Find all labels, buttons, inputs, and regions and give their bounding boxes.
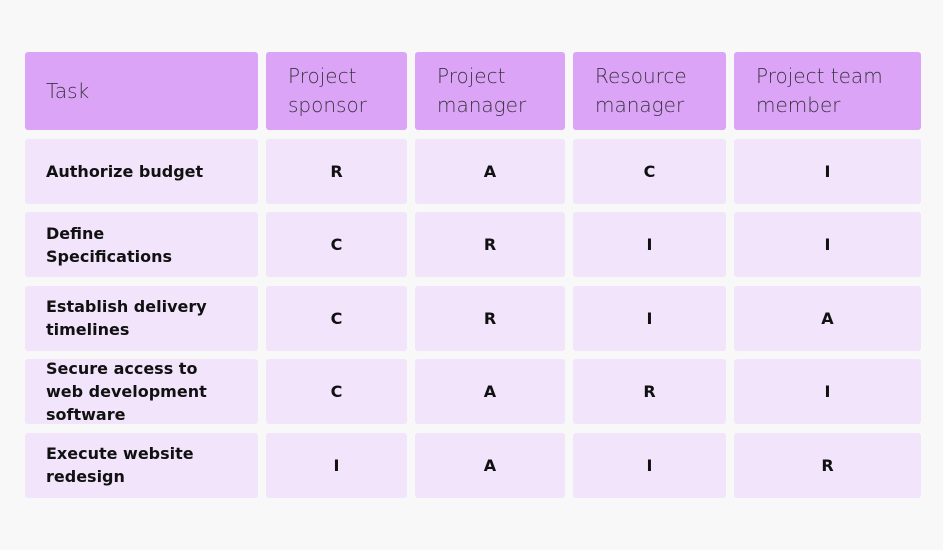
role-cell: R [266, 138, 407, 204]
role-cell: A [734, 285, 921, 351]
raci-table: Task Project sponsor Project manager Resour… [25, 52, 921, 498]
task-cell-text: Execute website redesign [46, 444, 194, 486]
role-cell-text: A [483, 455, 497, 475]
role-cell: R [415, 285, 565, 351]
role-cell-text: R [483, 235, 497, 254]
role-cell: A [415, 359, 565, 424]
task-cell: Execute website redesign [25, 432, 258, 498]
header-cell: Project sponsor [266, 52, 407, 130]
role-cell: I [734, 359, 921, 424]
header-cell-text: Resource manager [595, 64, 687, 117]
task-cell: Authorize budget [25, 138, 258, 204]
header-cell-text: Project sponsor [288, 64, 367, 117]
role-cell-text: R [483, 308, 497, 328]
role-cell: R [573, 359, 726, 424]
header-cell-text: Task [46, 78, 90, 103]
role-cell-text: C [330, 308, 343, 328]
task-cell-text: Secure access to web development softwar… [46, 359, 207, 424]
header-cell: Resource manager [573, 52, 726, 130]
role-cell: R [734, 432, 921, 498]
role-cell-text: I [824, 161, 831, 181]
role-cell-text: I [646, 455, 653, 475]
role-cell-text: A [483, 161, 497, 181]
role-cell: C [573, 138, 726, 204]
role-cell-text: I [333, 455, 340, 475]
role-cell-text: I [646, 308, 653, 328]
role-cell-text: C [330, 235, 343, 254]
role-cell: I [734, 212, 921, 277]
role-cell-text: I [824, 382, 831, 401]
role-cell: I [266, 432, 407, 498]
task-cell: Define Specifications [25, 212, 258, 277]
role-cell: C [266, 285, 407, 351]
task-cell: Secure access to web development softwar… [25, 359, 258, 424]
task-cell: Establish delivery timelines [25, 285, 258, 351]
role-cell: A [415, 138, 565, 204]
role-cell-text: A [821, 308, 834, 328]
role-cell: C [266, 212, 407, 277]
role-cell: R [415, 212, 565, 277]
header-cell: Task [25, 52, 258, 130]
role-cell: C [266, 359, 407, 424]
header-cell: Project team member [734, 52, 921, 130]
role-cell: I [573, 432, 726, 498]
role-cell-text: I [824, 235, 831, 254]
role-cell-text: A [483, 382, 497, 401]
role-cell-text: I [646, 235, 653, 254]
role-cell-text: R [643, 382, 656, 401]
role-cell-text: C [330, 382, 343, 401]
task-cell-text: Authorize budget [46, 161, 204, 181]
header-cell: Project manager [415, 52, 565, 130]
role-cell-text: R [821, 455, 834, 475]
role-cell: I [573, 285, 726, 351]
role-cell: I [734, 138, 921, 204]
task-cell-text: Establish delivery timelines [46, 297, 207, 339]
role-cell: A [415, 432, 565, 498]
header-cell-text: Project manager [437, 64, 527, 117]
task-cell-text: Define Specifications [46, 223, 172, 266]
role-cell-text: R [330, 161, 343, 181]
header-cell-text: Project team member [756, 64, 883, 117]
role-cell-text: C [643, 161, 656, 181]
role-cell: I [573, 212, 726, 277]
